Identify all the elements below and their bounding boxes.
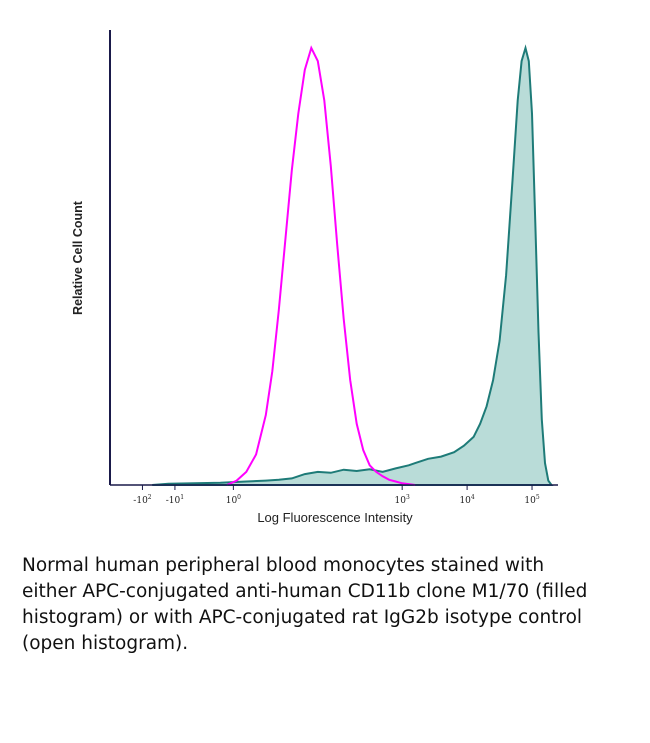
x-tick-label: -101 xyxy=(166,494,184,506)
figure-caption: Normal human peripheral blood monocytes … xyxy=(22,553,632,657)
x-tick-label: -102 xyxy=(133,494,152,506)
filled-histogram-series xyxy=(152,44,554,486)
x-tick-label: 105 xyxy=(524,494,539,506)
series-layer xyxy=(152,44,554,486)
caption-line: histogram) or with APC-conjugated rat Ig… xyxy=(22,607,583,628)
open-histogram-series xyxy=(226,45,416,486)
x-tick-label: 103 xyxy=(395,494,410,506)
x-tick-layer: -102 -101 100 103 104 105 xyxy=(133,485,540,506)
x-tick-label: 104 xyxy=(459,494,474,506)
histogram-chart: -102 -101 100 103 104 105 Relative Cell Count… xyxy=(71,30,558,525)
caption-line: either APC-conjugated anti-human CD11b c… xyxy=(22,581,588,602)
x-tick-label: 100 xyxy=(226,494,241,506)
x-axis-label: Log Fluorescence Intensity xyxy=(257,510,413,525)
caption-line: Normal human peripheral blood monocytes … xyxy=(22,555,545,576)
y-axis-label: Relative Cell Count xyxy=(71,200,85,315)
caption-line: (open histogram). xyxy=(22,633,189,654)
